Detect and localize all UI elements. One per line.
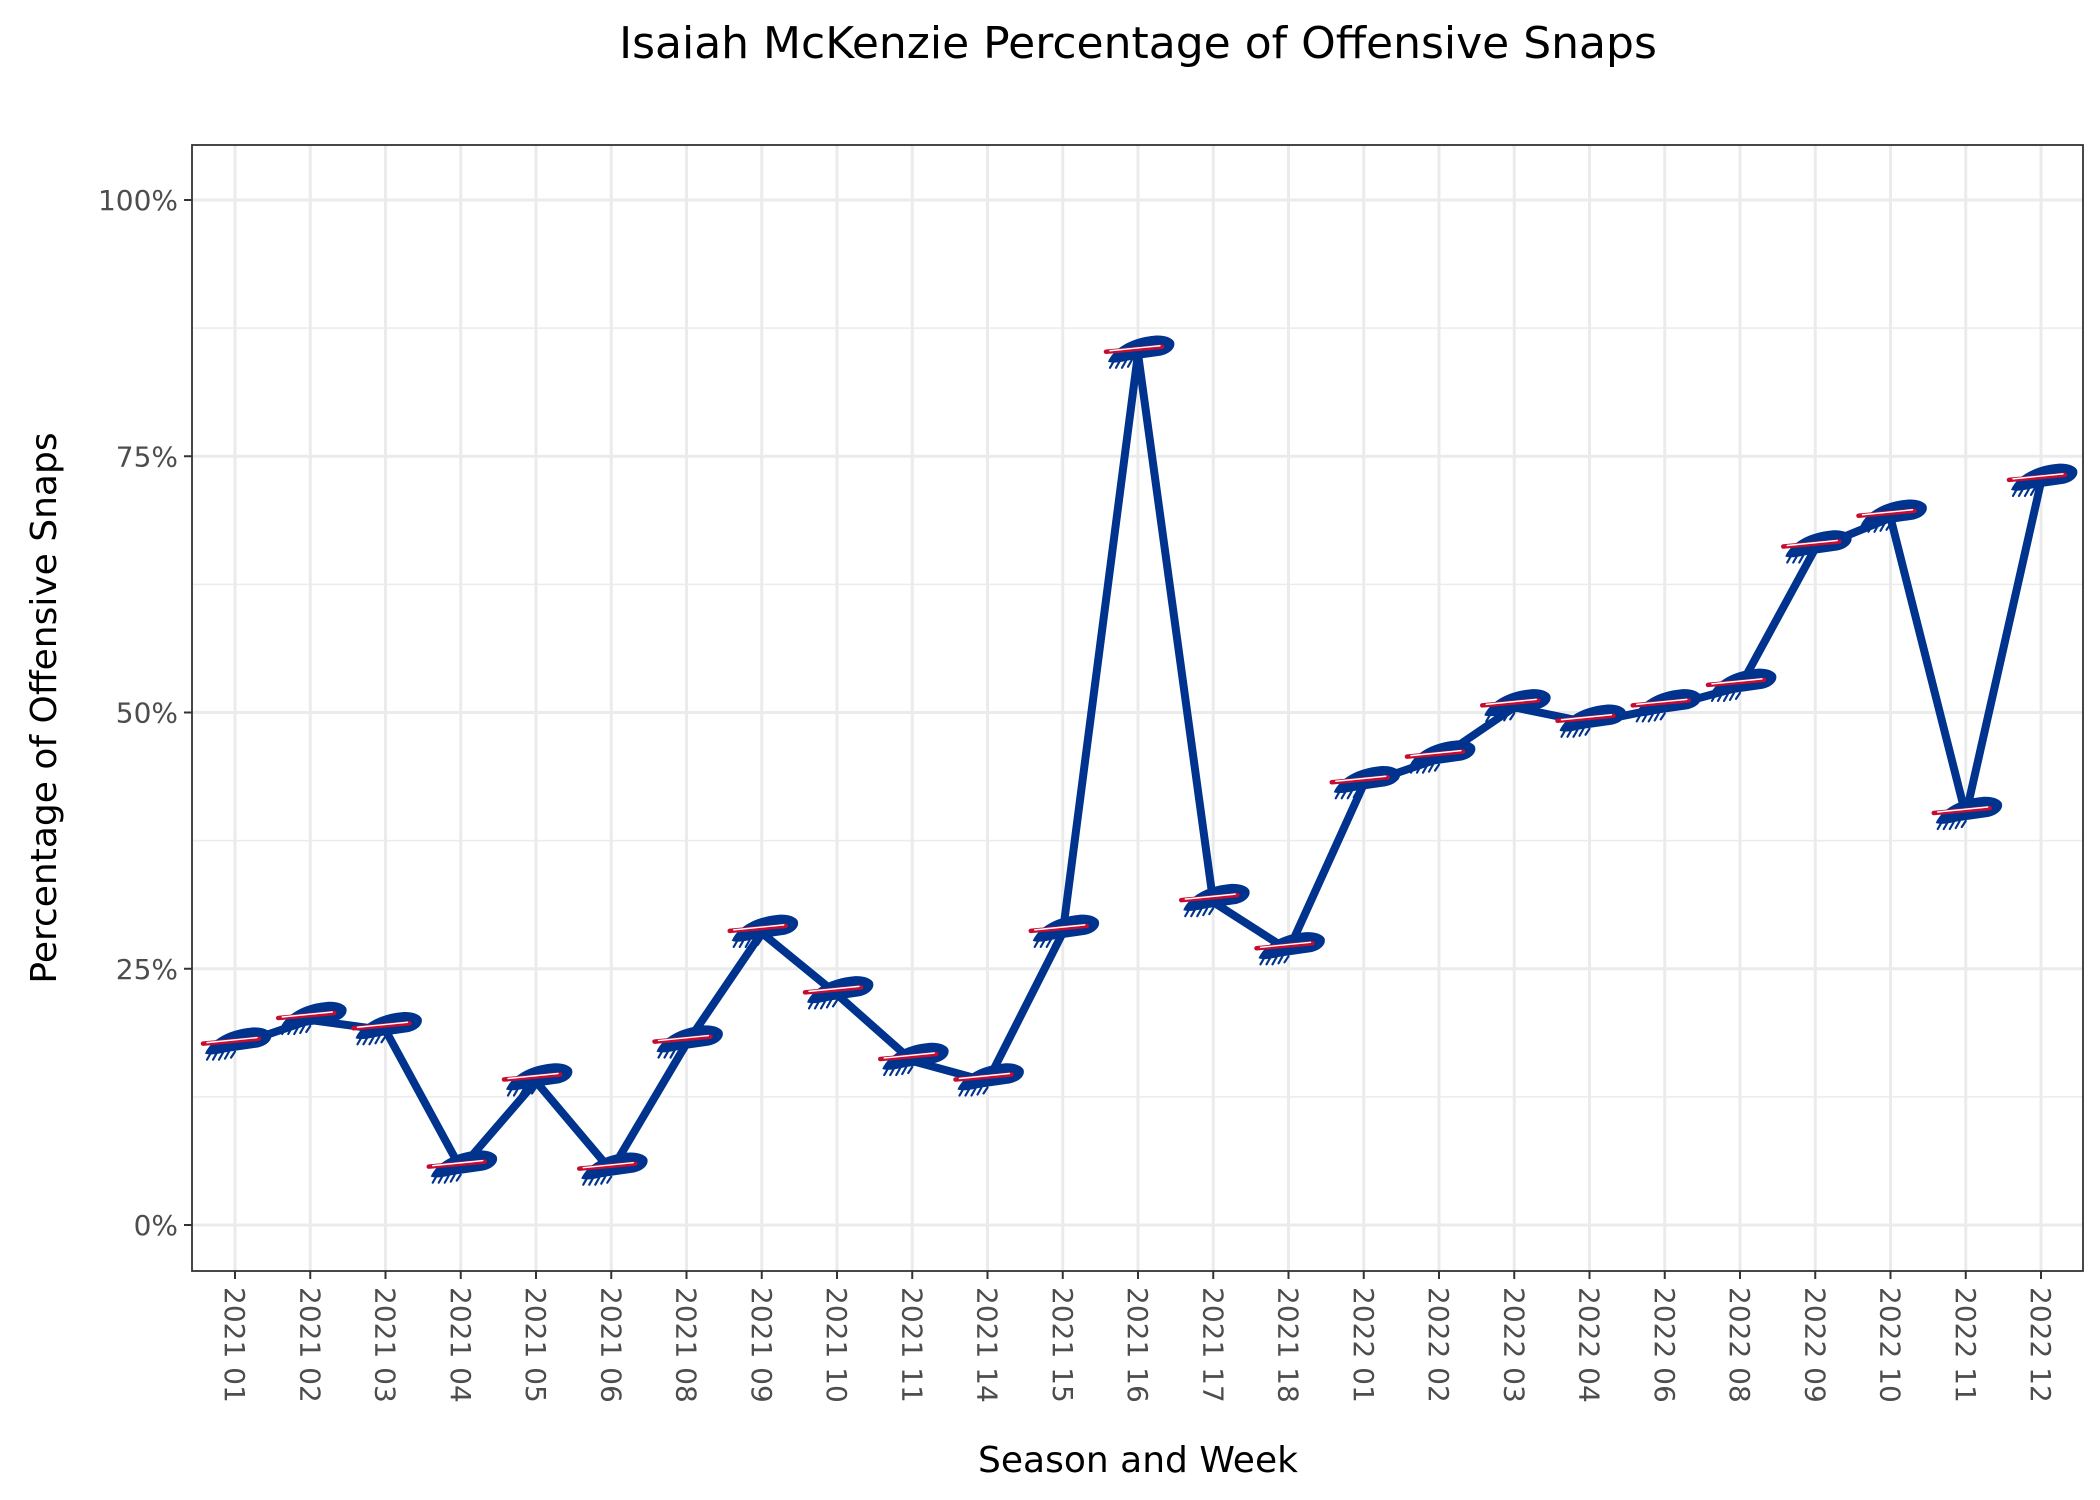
x-tick-label: 2022 04	[1573, 1287, 1606, 1403]
x-tick-label: 2021 04	[444, 1287, 477, 1403]
x-tick-label: 2021 14	[971, 1287, 1004, 1403]
x-tick-label: 2021 09	[745, 1287, 778, 1403]
x-tick-label: 2021 18	[1272, 1287, 1305, 1403]
x-tick-label: 2022 08	[1723, 1287, 1756, 1403]
x-tick-label: 2022 12	[2024, 1287, 2057, 1403]
x-tick-label: 2021 01	[218, 1287, 251, 1403]
y-axis-title: Percentage of Offensive Snaps	[24, 432, 65, 983]
y-tick-label: 100%	[98, 184, 178, 217]
x-tick-label: 2022 02	[1422, 1287, 1455, 1403]
x-tick-label: 2021 15	[1046, 1287, 1079, 1403]
x-tick-label: 2022 03	[1497, 1287, 1530, 1403]
y-tick-label: 75%	[116, 440, 178, 473]
x-tick-label: 2021 10	[820, 1287, 853, 1403]
buffalo-bills-logo-icon	[730, 915, 798, 947]
buffalo-bills-logo-icon	[1934, 797, 2002, 829]
x-axis-tick-labels: 2021 01 2021 02 2021 03 2021 04 2021 05 2021 …	[218, 1287, 2057, 1403]
x-tick-label: 2022 06	[1648, 1287, 1681, 1403]
buffalo-bills-logo-icon	[956, 1063, 1024, 1095]
x-tick-label: 2021 05	[519, 1287, 552, 1403]
buffalo-bills-logo-icon	[1783, 530, 1851, 562]
buffalo-bills-logo-icon	[203, 1027, 271, 1059]
y-tick-label: 50%	[116, 697, 178, 730]
buffalo-bills-logo-icon	[1181, 884, 1249, 916]
x-tick-label: 2021 06	[594, 1287, 627, 1403]
x-tick-label: 2021 17	[1196, 1287, 1229, 1403]
chart-title: Isaiah McKenzie Percentage of Offensive …	[619, 18, 1657, 69]
x-tick-label: 2022 01	[1347, 1287, 1380, 1403]
buffalo-bills-logo-icon	[579, 1152, 647, 1184]
x-tick-label: 2021 11	[895, 1287, 928, 1403]
buffalo-bills-logo-icon	[1633, 689, 1701, 721]
axis-ticks	[184, 199, 2042, 1279]
buffalo-bills-logo-icon	[2009, 464, 2077, 496]
x-tick-label: 2022 10	[1874, 1287, 1907, 1403]
x-tick-label: 2022 11	[1949, 1287, 1982, 1403]
x-axis-title: Season and Week	[978, 1440, 1298, 1481]
buffalo-bills-logo-icon	[1558, 705, 1626, 737]
buffalo-bills-logo-icon	[1332, 766, 1400, 798]
buffalo-bills-logo-icon	[504, 1063, 572, 1095]
y-tick-label: 0%	[134, 1209, 178, 1242]
buffalo-bills-logo-icon	[655, 1025, 723, 1057]
grid-lines	[192, 145, 2083, 1271]
x-tick-label: 2022 09	[1798, 1287, 1831, 1403]
buffalo-bills-logo-icon	[1031, 915, 1099, 947]
y-tick-label: 25%	[116, 953, 178, 986]
x-tick-label: 2021 02	[293, 1287, 326, 1403]
x-tick-label: 2021 03	[369, 1287, 402, 1403]
x-tick-label: 2021 08	[670, 1287, 703, 1403]
buffalo-bills-logo-icon	[429, 1150, 497, 1182]
y-axis-tick-labels: 0% 25% 50% 75% 100%	[98, 184, 178, 1242]
data-point-markers	[203, 336, 2077, 1185]
x-tick-label: 2021 16	[1121, 1287, 1154, 1403]
